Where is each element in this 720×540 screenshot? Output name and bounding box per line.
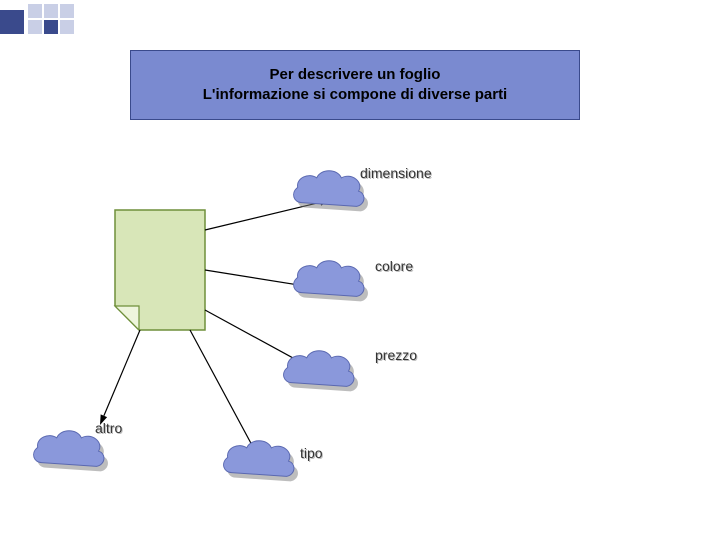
title-box: Per descrivere un foglio L'informazione … — [130, 50, 580, 120]
cloud-dimensione — [294, 171, 364, 207]
cloud-colore — [294, 261, 364, 297]
label-dimensione: dimensione — [360, 165, 432, 181]
arrow-colore — [205, 270, 320, 288]
title-line-1: Per descrivere un foglio — [139, 65, 571, 85]
title-line-2: L'informazione si compone di diverse par… — [139, 85, 571, 105]
cloud-tipo — [224, 441, 294, 477]
label-colore: colore — [375, 258, 413, 274]
arrow-prezzo — [205, 310, 306, 365]
label-altro: altro — [95, 420, 122, 436]
arrow-dimensione — [205, 202, 320, 230]
cloud-altro — [34, 431, 104, 467]
label-prezzo: prezzo — [375, 347, 417, 363]
cloud-prezzo — [284, 351, 354, 387]
label-tipo: tipo — [300, 445, 323, 461]
arrow-altro — [104, 330, 140, 416]
arrow-tipo — [190, 330, 255, 451]
